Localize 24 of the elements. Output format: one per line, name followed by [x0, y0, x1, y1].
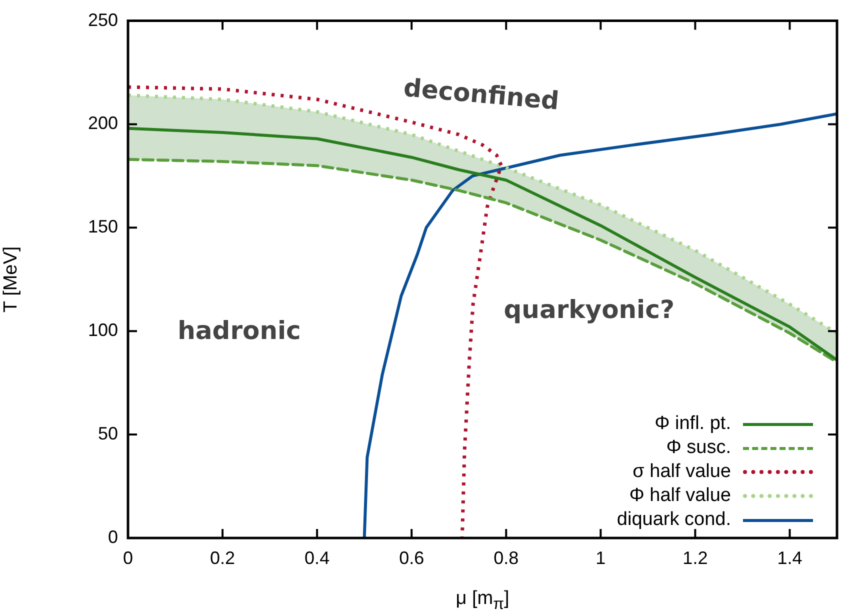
y-tick-label: 250 — [88, 10, 118, 30]
x-tick-label: 0.2 — [210, 548, 236, 568]
y-tick-label: 0 — [108, 526, 118, 547]
x-tick-label: 1.2 — [682, 548, 708, 568]
x-tick-label: 0 — [122, 548, 134, 568]
x-axis-title: μ [m$_{π}$] — [454, 588, 510, 614]
y-axis-title: T [MeV] — [0, 246, 22, 312]
x-tick-label: 1 — [596, 548, 606, 568]
x-tick-label: 0.4 — [304, 548, 330, 568]
y-tick-label: 100 — [88, 320, 118, 340]
y-tick-label: 50 — [98, 424, 118, 444]
legend-label: Φ susc. — [666, 436, 731, 460]
legend-label: Φ half value — [629, 484, 731, 508]
x-tick-label: 1.4 — [777, 548, 802, 568]
annotation: hadronic — [178, 316, 301, 345]
y-tick-label: 150 — [88, 216, 118, 237]
annotation: quarkyonic? — [504, 294, 674, 324]
annotation: deconfined — [402, 72, 560, 115]
x-tick-label: 0.6 — [399, 548, 424, 568]
y-tick-label: 200 — [88, 113, 118, 134]
x-tick-label: 0.8 — [494, 548, 519, 568]
legend-label: σ half value — [632, 460, 731, 484]
legend-label: diquark cond. — [616, 508, 731, 532]
legend-label: Φ infl. pt. — [654, 412, 731, 436]
